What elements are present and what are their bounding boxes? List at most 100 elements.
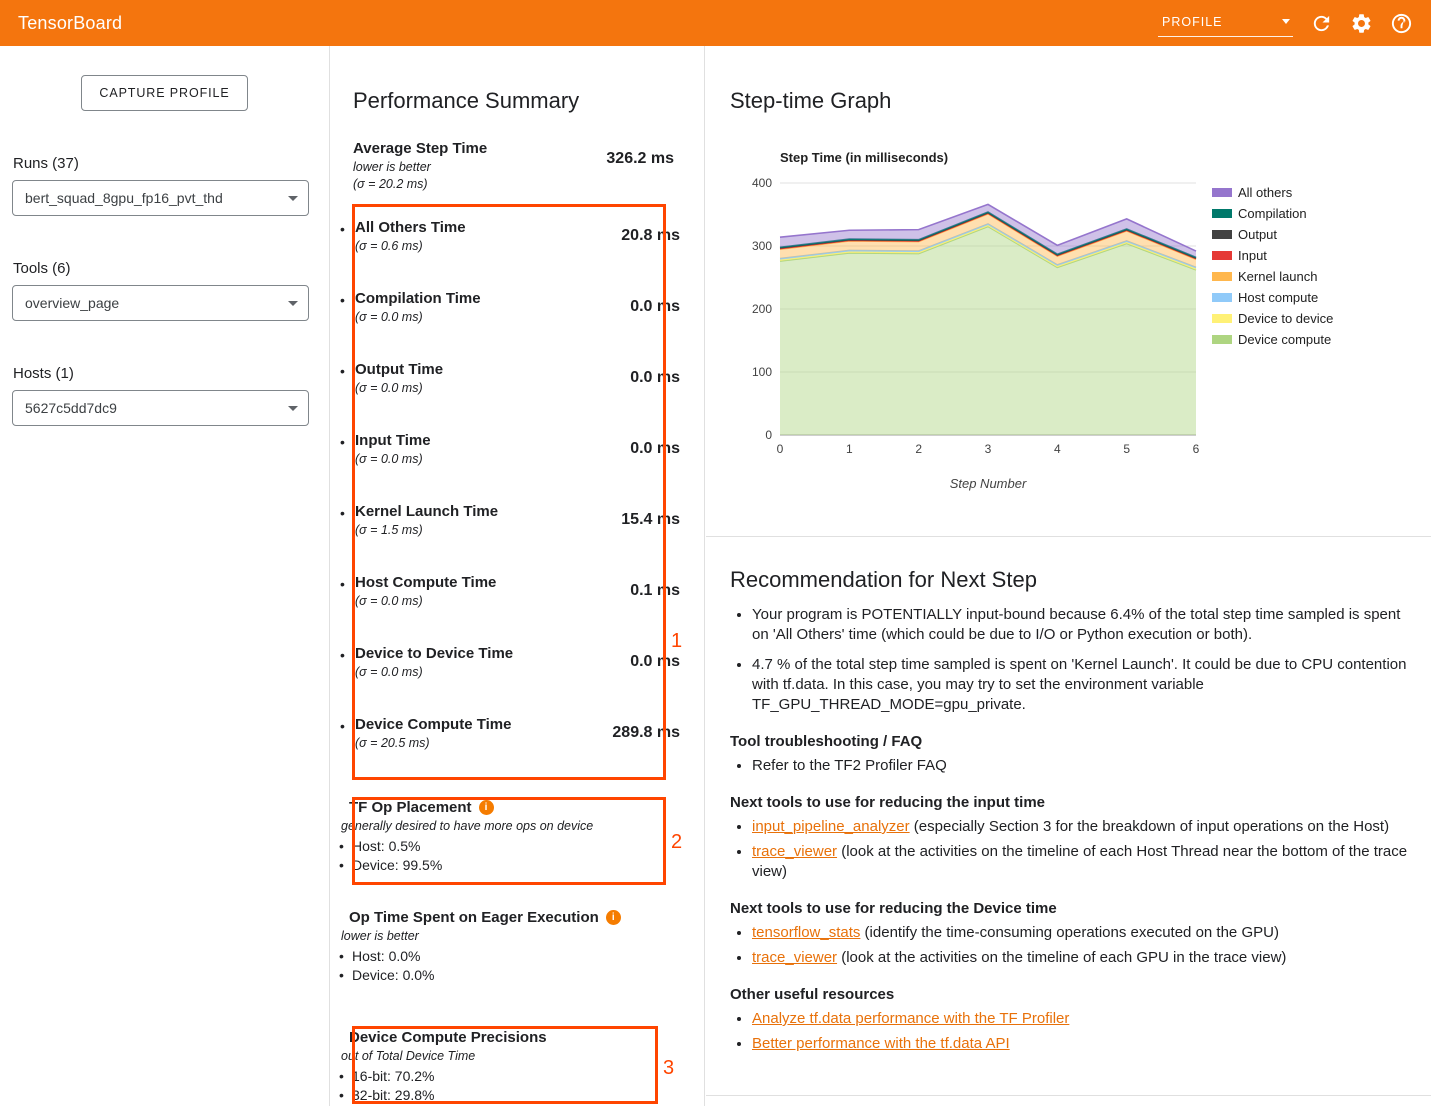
metric-sigma: (σ = 0.0 ms): [355, 665, 630, 679]
tf-op-placement-note: generally desired to have more ops on de…: [341, 819, 704, 833]
recommendation-subheading: Next tools to use for reducing the Devic…: [730, 900, 1411, 917]
metric-label: Kernel Launch Time: [355, 503, 621, 520]
legend-label-output: Output: [1238, 227, 1277, 242]
link-trace-viewer[interactable]: trace_viewer: [752, 843, 837, 860]
list-item-text: 16-bit: 70.2%: [352, 1067, 435, 1086]
legend-swatch-device-to-device: [1212, 314, 1232, 323]
tools-select[interactable]: overview_page: [12, 285, 309, 321]
metric-row: •Compilation Time(σ = 0.0 ms)0.0 ms: [331, 280, 704, 351]
dropdown-arrow-icon: [1282, 19, 1290, 24]
info-icon[interactable]: i: [479, 800, 494, 815]
x-tick-label: 6: [1193, 442, 1200, 456]
list-item-text: Device: 99.5%: [352, 856, 442, 875]
info-icon[interactable]: i: [606, 910, 621, 925]
chart-xlabel: Step Number: [950, 476, 1027, 491]
bullet-dot: •: [339, 837, 352, 856]
metric-sigma: (σ = 20.5 ms): [355, 736, 612, 750]
metric-value: 0.0 ms: [630, 440, 680, 458]
metric-value: 0.0 ms: [630, 653, 680, 671]
metric-sigma: (σ = 1.5 ms): [355, 523, 621, 537]
device-compute-precisions-title-text: Device Compute Precisions: [349, 1029, 547, 1046]
hosts-select[interactable]: 5627c5dd7dc9: [12, 390, 309, 426]
metric-row: •Input Time(σ = 0.0 ms)0.0 ms: [331, 422, 704, 493]
metric-sigma: (σ = 0.0 ms): [355, 452, 630, 466]
step-time-chart[interactable]: Step Time (in milliseconds)0100200300400…: [730, 138, 1430, 498]
metric-label: Device to Device Time: [355, 645, 630, 662]
bullet-dot: •: [340, 716, 355, 734]
recommendation-intro-list: Your program is POTENTIALLY input-bound …: [730, 605, 1411, 715]
legend-swatch-output: [1212, 230, 1232, 239]
tf-op-placement-title: TF Op Placement i: [349, 799, 704, 816]
recommendation-sublist: input_pipeline_analyzer (especially Sect…: [730, 817, 1411, 882]
list-item: •Host: 0.5%: [339, 837, 704, 856]
recommendation-item: tensorflow_stats (identify the time-cons…: [752, 923, 1411, 943]
area-device-compute: [780, 226, 1196, 435]
top-app-bar: TensorBoard PROFILE: [0, 0, 1431, 46]
legend-swatch-device-compute: [1212, 335, 1232, 344]
legend-swatch-kernel-launch: [1212, 272, 1232, 281]
hosts-label: Hosts (1): [13, 365, 329, 382]
divider: [706, 1095, 1431, 1096]
runs-select[interactable]: bert_squad_8gpu_fp16_pvt_thd: [12, 180, 309, 216]
recommendation-item: Analyze tf.data performance with the TF …: [752, 1009, 1411, 1029]
metric-row: •Kernel Launch Time(σ = 1.5 ms)15.4 ms: [331, 493, 704, 564]
y-tick-label: 200: [752, 302, 772, 316]
link-tensorflow-stats[interactable]: tensorflow_stats: [752, 924, 860, 941]
eager-execution-note: lower is better: [341, 929, 704, 943]
recommendation-item: Better performance with the tf.data API: [752, 1034, 1411, 1054]
metric-row: •Device Compute Time(σ = 20.5 ms)289.8 m…: [331, 706, 704, 777]
legend-label-compilation: Compilation: [1238, 206, 1307, 221]
eager-execution-block: Op Time Spent on Eager Execution i lower…: [331, 909, 704, 985]
average-step-time-value: 326.2 ms: [606, 150, 674, 168]
settings-gear-icon[interactable]: [1350, 12, 1373, 35]
x-tick-label: 5: [1123, 442, 1130, 456]
link-better-performance-with-the-tf-data-api[interactable]: Better performance with the tf.data API: [752, 1035, 1010, 1052]
bullet-dot: •: [340, 361, 355, 379]
average-step-time-sigma: (σ = 20.2 ms): [353, 177, 606, 191]
runs-select-value: bert_squad_8gpu_fp16_pvt_thd: [25, 190, 288, 206]
device-compute-precisions-title: Device Compute Precisions: [349, 1029, 704, 1046]
legend-label-input: Input: [1238, 248, 1267, 263]
link-trace-viewer[interactable]: trace_viewer: [752, 949, 837, 966]
x-tick-label: 4: [1054, 442, 1061, 456]
step-time-breakdown-list: •All Others Time(σ = 0.6 ms)20.8 ms•Comp…: [331, 209, 704, 777]
hosts-select-value: 5627c5dd7dc9: [25, 400, 288, 416]
runs-label: Runs (37): [13, 155, 329, 172]
recommendation-subsections: Tool troubleshooting / FAQRefer to the T…: [730, 733, 1411, 1054]
tf-op-placement-block: TF Op Placement i generally desired to h…: [331, 799, 704, 875]
list-item-text: 32-bit: 29.8%: [352, 1086, 435, 1105]
recommendation-subheading: Other useful resources: [730, 986, 1411, 1003]
metric-row: •Host Compute Time(σ = 0.0 ms)0.1 ms: [331, 564, 704, 635]
metric-value: 20.8 ms: [621, 227, 680, 245]
link-analyze-tf-data-performance-with-the-tf-profiler[interactable]: Analyze tf.data performance with the TF …: [752, 1010, 1069, 1027]
metric-label: Compilation Time: [355, 290, 630, 307]
link-input-pipeline-analyzer[interactable]: input_pipeline_analyzer: [752, 818, 910, 835]
recommendation-sublist: Analyze tf.data performance with the TF …: [730, 1009, 1411, 1054]
refresh-icon[interactable]: [1310, 12, 1333, 35]
help-icon[interactable]: [1390, 12, 1413, 35]
metric-row: •Output Time(σ = 0.0 ms)0.0 ms: [331, 351, 704, 422]
y-tick-label: 400: [752, 176, 772, 190]
bullet-dot: •: [340, 645, 355, 663]
tools-select-value: overview_page: [25, 295, 288, 311]
dashboard-selector[interactable]: PROFILE: [1158, 10, 1293, 37]
step-time-graph-title: Step-time Graph: [730, 88, 1431, 114]
average-step-time-note: lower is better: [353, 160, 606, 174]
bullet-dot: •: [339, 966, 352, 985]
legend-label-kernel-launch: Kernel launch: [1238, 269, 1318, 284]
annotation-label-2: 2: [671, 831, 682, 854]
tf-op-placement-title-text: TF Op Placement: [349, 799, 472, 816]
list-item: •Device: 0.0%: [339, 966, 704, 985]
list-item-text: Device: 0.0%: [352, 966, 434, 985]
y-tick-label: 300: [752, 239, 772, 253]
recommendation-title: Recommendation for Next Step: [730, 567, 1411, 593]
list-item-text: Host: 0.0%: [352, 947, 420, 966]
capture-profile-button[interactable]: CAPTURE PROFILE: [81, 75, 247, 111]
list-item: •32-bit: 29.8%: [339, 1086, 704, 1105]
bullet-dot: •: [340, 290, 355, 308]
annotation-label-3: 3: [663, 1057, 674, 1080]
metric-value: 0.0 ms: [630, 369, 680, 387]
bullet-dot: •: [340, 432, 355, 450]
metric-label: Device Compute Time: [355, 716, 612, 733]
legend-label-device-compute: Device compute: [1238, 332, 1331, 347]
